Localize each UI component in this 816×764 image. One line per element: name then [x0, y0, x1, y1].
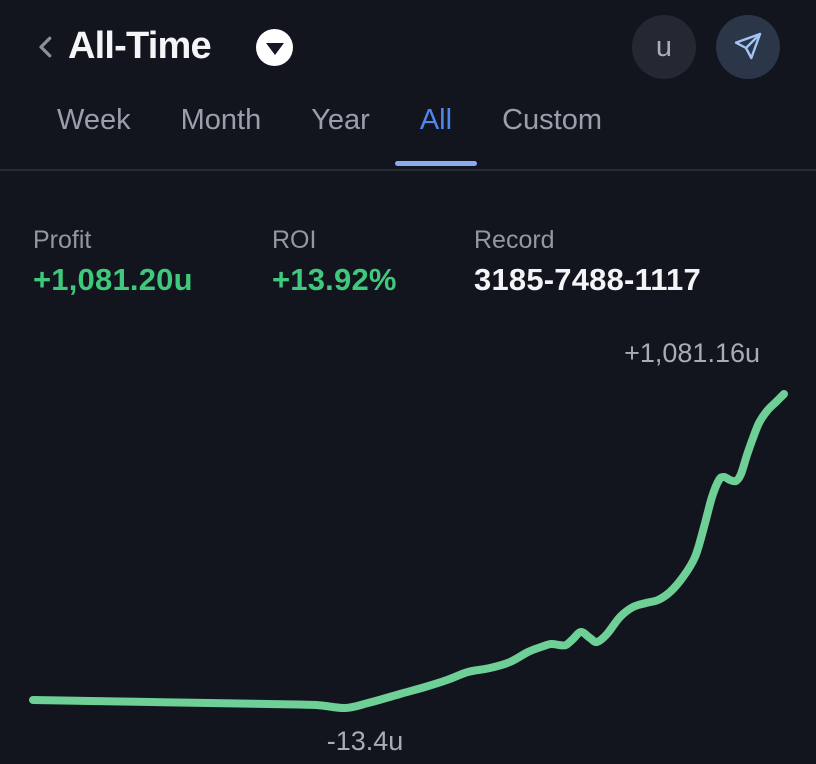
tab-month[interactable]: Month	[180, 104, 262, 136]
stat-record-label: Record	[474, 226, 555, 254]
active-tab-underline	[394, 161, 477, 166]
paper-plane-icon	[732, 30, 764, 65]
page-title: All-Time	[68, 25, 212, 67]
back-button[interactable]	[26, 28, 66, 68]
tab-custom[interactable]: Custom	[502, 104, 602, 136]
units-button-label: u	[655, 30, 673, 63]
profit-line	[29, 390, 788, 713]
stat-profit: Profit +1,081.20u	[33, 226, 193, 298]
caret-down-icon	[265, 43, 284, 55]
share-button[interactable]	[716, 15, 780, 79]
tab-all[interactable]: All	[394, 104, 477, 166]
tab-week[interactable]: Week	[57, 104, 131, 136]
tabs-divider	[0, 169, 816, 171]
units-button[interactable]: u	[632, 15, 696, 79]
chart-min-label: -13.4u	[326, 726, 404, 756]
timeframe-dropdown-button[interactable]	[256, 29, 293, 66]
timeframe-tabs: Week Month Year All Custom	[57, 104, 602, 166]
stat-roi-label: ROI	[272, 226, 317, 254]
stat-roi-value: +13.92%	[272, 262, 397, 297]
tab-year[interactable]: Year	[311, 104, 370, 136]
stat-profit-label: Profit	[33, 226, 92, 254]
stat-roi: ROI +13.92%	[272, 226, 397, 298]
chevron-left-icon	[31, 30, 61, 67]
chart-max-label: +1,081.16u	[624, 338, 760, 368]
tab-all-label: All	[419, 104, 453, 136]
stat-record-value: 3185-7488-1117	[474, 262, 701, 297]
header: All-Time u	[0, 0, 816, 94]
stat-profit-value: +1,081.20u	[33, 262, 193, 297]
stat-record: Record 3185-7488-1117	[474, 226, 701, 298]
